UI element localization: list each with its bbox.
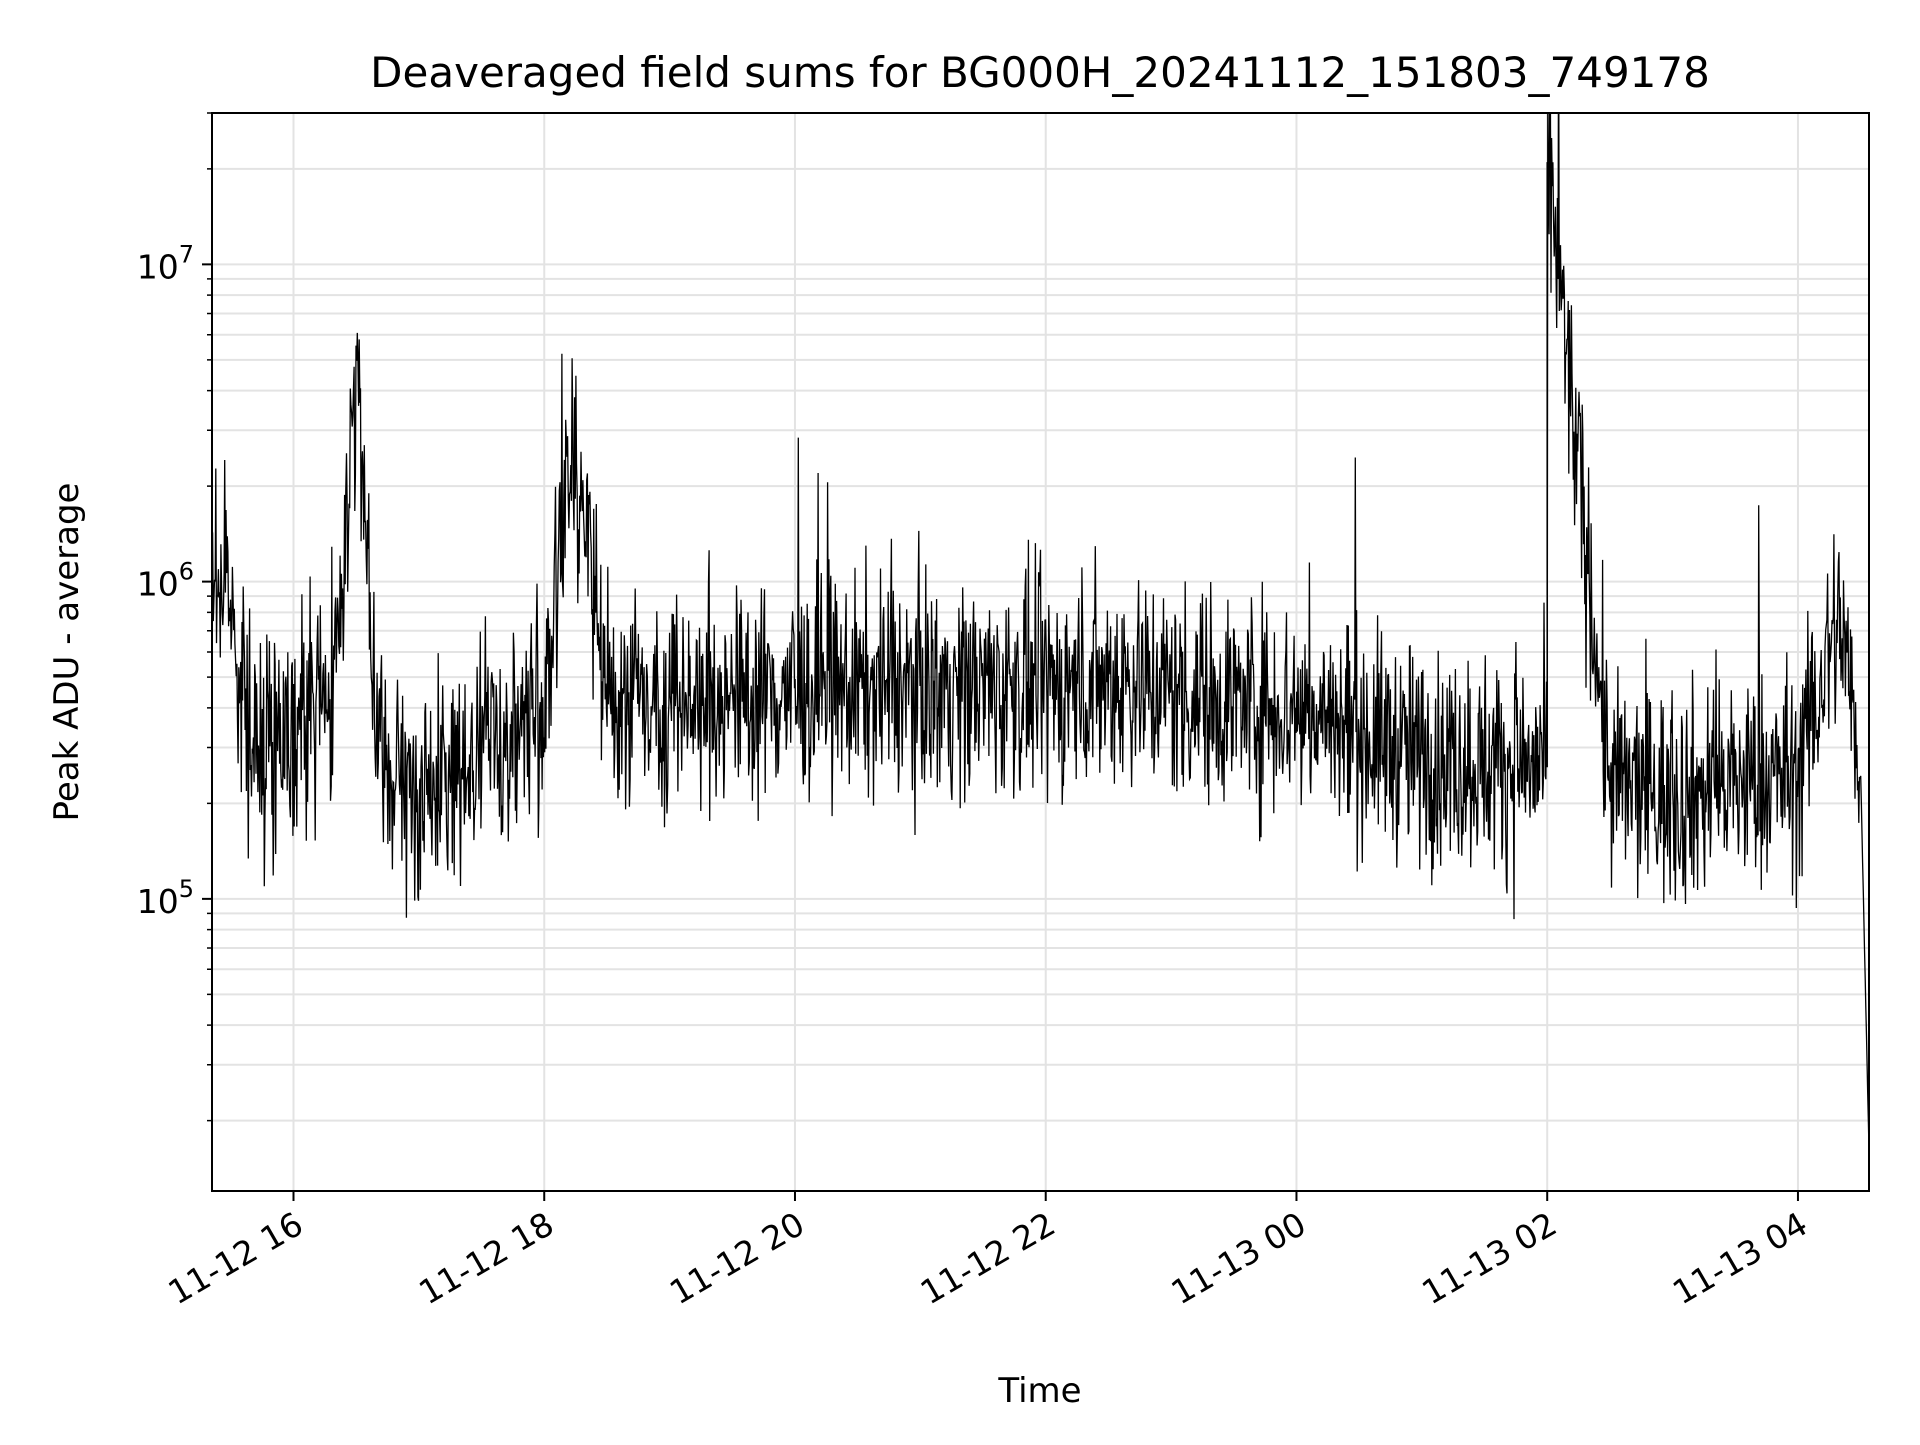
grid — [212, 112, 1869, 1191]
plot-area — [212, 113, 1869, 1152]
y-tick-label: 107 — [137, 240, 194, 286]
y-tick-label-base: 10 — [137, 882, 179, 921]
x-axis-label: Time — [997, 1371, 1081, 1411]
y-tick-label-base: 10 — [137, 565, 179, 604]
chart-title: Deaveraged field sums for BG000H_2024111… — [370, 48, 1710, 97]
y-tick-label-base: 10 — [137, 247, 179, 286]
y-tick-label-exponent: 5 — [179, 875, 194, 903]
series-line — [212, 113, 1869, 1152]
y-tick-label: 105 — [137, 875, 194, 921]
y-tick-label: 106 — [137, 558, 194, 604]
y-tick-label-exponent: 7 — [179, 240, 194, 268]
y-tick-label-exponent: 6 — [179, 558, 194, 586]
y-axis-label: Peak ADU - average — [47, 483, 87, 822]
